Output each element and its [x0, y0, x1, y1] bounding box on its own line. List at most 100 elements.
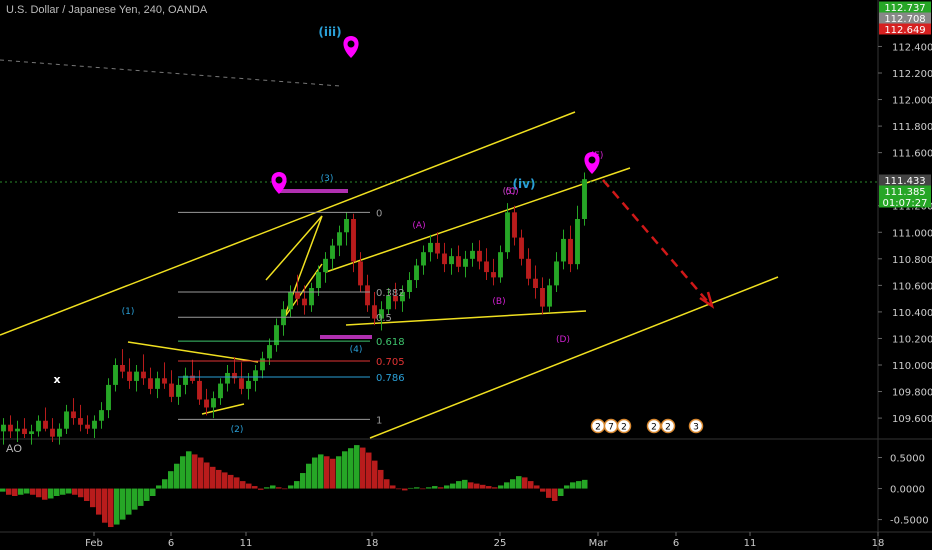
candle — [190, 359, 195, 384]
candle-body — [1, 424, 6, 432]
candle — [519, 229, 524, 266]
pin-hole — [588, 156, 596, 164]
x-tick-label: 6 — [168, 538, 174, 549]
candle-body — [512, 212, 517, 238]
fib-retracement[interactable]: 0 0.382 0.5 0.618 0.705 0.786 1 — [178, 208, 405, 426]
ao-bar — [282, 488, 288, 490]
wave-label: (iv) — [513, 177, 536, 191]
candle-body — [547, 285, 552, 307]
ao-bar — [240, 481, 246, 489]
ao-bar — [378, 469, 384, 489]
candle-body — [106, 384, 111, 411]
channel-upper-line — [0, 111, 576, 336]
candle — [351, 213, 356, 273]
drawings-layer[interactable] — [0, 59, 878, 439]
ao-bar — [144, 488, 150, 501]
candle — [43, 407, 48, 432]
ao-bar — [438, 487, 444, 489]
candle-body — [239, 378, 244, 389]
ao-bar — [300, 473, 306, 489]
ao-bar — [168, 471, 174, 489]
y-tick-label: 111.600 — [892, 149, 932, 160]
ao-bar — [126, 488, 132, 515]
x-tick-label: 6 — [673, 538, 679, 549]
candle-body — [78, 418, 83, 425]
candle — [309, 282, 314, 312]
candle — [337, 225, 342, 257]
candle-body — [246, 380, 251, 389]
ao-bar — [72, 488, 78, 495]
ao-bar — [54, 488, 60, 496]
candle-body — [309, 288, 314, 306]
candle-body — [582, 179, 587, 219]
event-count: 2 — [621, 423, 627, 433]
candle-body — [71, 411, 76, 419]
candle-body — [85, 424, 90, 429]
candle-body — [162, 378, 167, 384]
candle-body — [477, 250, 482, 262]
candle — [92, 415, 97, 438]
ao-bar — [162, 479, 168, 489]
candle-body — [176, 384, 181, 397]
ao-bar — [390, 485, 396, 489]
candle — [400, 285, 405, 312]
ao-bar — [252, 486, 258, 489]
fib-level-label: 0.786 — [376, 373, 405, 384]
candle — [162, 362, 167, 389]
ao-bar — [330, 458, 336, 489]
ao-bar — [66, 488, 72, 494]
wave-label: (3) — [321, 174, 334, 184]
candle-body — [491, 272, 496, 278]
ao-y-tick-label: -0.5000 — [890, 516, 929, 527]
candle — [512, 205, 517, 246]
wave-label: x — [53, 373, 60, 386]
candle — [302, 285, 307, 315]
x-tick-label: Feb — [85, 538, 103, 549]
wave-label: (A) — [412, 221, 425, 231]
event-count: 2 — [651, 423, 657, 433]
candle — [239, 362, 244, 395]
candle — [113, 358, 118, 392]
candle — [288, 285, 293, 318]
candle — [477, 240, 482, 270]
candle-body — [498, 252, 503, 278]
ao-bar — [120, 488, 126, 520]
location-pin-icon — [584, 152, 600, 174]
candle — [533, 265, 538, 299]
candle — [372, 292, 377, 326]
candle-body — [414, 265, 419, 281]
x-tick-label: 18 — [872, 538, 885, 549]
fib-level-label: 0.382 — [376, 288, 405, 299]
price-badge-text: 111.385 — [884, 187, 925, 198]
pin-hole — [347, 40, 355, 48]
candle — [274, 318, 279, 352]
candle-body — [379, 309, 384, 319]
y-tick-label: 111.800 — [892, 122, 932, 133]
ao-bar — [42, 488, 48, 500]
ao-y-tick-label: 0.5000 — [890, 454, 925, 465]
ao-bar — [102, 488, 108, 523]
candle — [141, 354, 146, 385]
candles-layer — [1, 172, 587, 445]
candle-body — [43, 420, 48, 429]
ao-bar — [462, 479, 468, 489]
candle — [148, 367, 153, 395]
candle-body — [8, 424, 13, 432]
ao-bar — [210, 466, 216, 489]
candle — [120, 349, 125, 379]
ao-histogram — [0, 445, 588, 528]
candle-body — [92, 420, 97, 429]
candle — [316, 265, 321, 296]
candle — [1, 418, 6, 445]
wave-labels: (iii)(iv)(1)(2)(3)(4)(5)(A)(B)(C)(D)(E)x — [53, 25, 603, 435]
wave-label: (4) — [350, 345, 363, 355]
candle-body — [351, 219, 356, 262]
candle — [428, 234, 433, 262]
candle — [379, 301, 384, 331]
ao-bar — [18, 488, 24, 495]
economic-event-marker: 7 — [603, 418, 619, 434]
ao-bar — [294, 481, 300, 489]
candle — [421, 245, 426, 275]
